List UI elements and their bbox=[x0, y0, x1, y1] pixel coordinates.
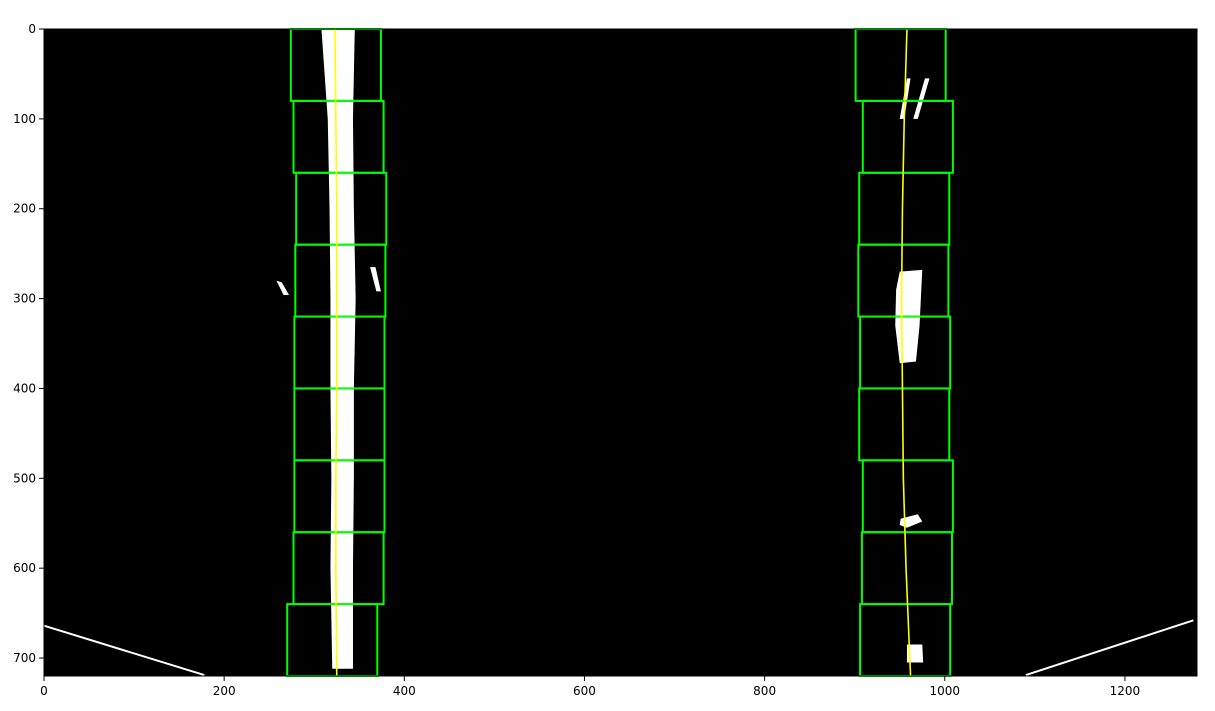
axes-border bbox=[43, 28, 1198, 677]
y-tick-label: 100 bbox=[13, 112, 36, 126]
x-tick-label: 400 bbox=[393, 684, 416, 698]
lane-pixel-blob bbox=[370, 267, 381, 292]
y-tick-label: 300 bbox=[13, 292, 36, 306]
lane-pixel-blob bbox=[913, 78, 930, 119]
y-tick-label: 600 bbox=[13, 561, 36, 575]
x-tick-label: 1200 bbox=[1110, 684, 1141, 698]
right-fit-line bbox=[900, 28, 912, 677]
x-axis: 0 200 400 600 800 1000 1200 bbox=[40, 676, 1140, 698]
plot-area bbox=[43, 28, 1197, 677]
y-tick-label: 200 bbox=[13, 202, 36, 216]
x-tick-label: 600 bbox=[573, 684, 596, 698]
y-tick-label: 0 bbox=[28, 22, 36, 36]
y-axis: 0 100 200 300 400 500 600 700 bbox=[13, 22, 44, 665]
road-edge-line bbox=[43, 624, 205, 677]
x-tick-label: 200 bbox=[213, 684, 236, 698]
y-tick-label: 400 bbox=[13, 381, 36, 395]
lane-pixel-blob bbox=[906, 644, 924, 663]
left-fit-line bbox=[334, 28, 338, 677]
road-edge-line bbox=[1025, 619, 1194, 677]
x-tick-label: 0 bbox=[40, 684, 48, 698]
x-tick-label: 1000 bbox=[930, 684, 961, 698]
y-tick-label: 500 bbox=[13, 471, 36, 485]
lane-pixel-blob bbox=[276, 280, 290, 295]
lane-pixel-blob bbox=[321, 29, 356, 669]
axis-frame bbox=[43, 28, 1198, 677]
image-background bbox=[44, 29, 1197, 676]
x-tick-label: 800 bbox=[753, 684, 776, 698]
y-tick-label: 700 bbox=[13, 651, 36, 665]
